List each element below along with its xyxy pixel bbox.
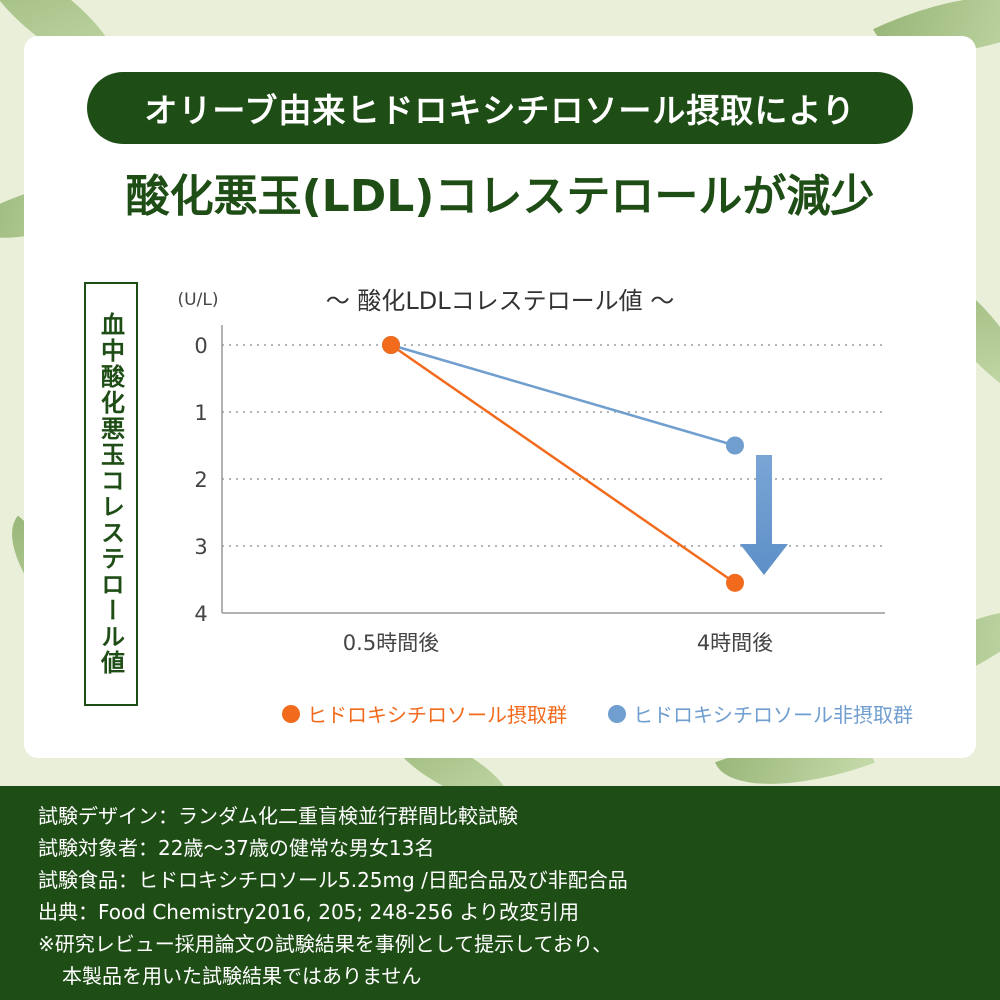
- banner: オリーブ由来ヒドロキシチロソール摂取により: [87, 72, 913, 144]
- footer-note-continued: 本製品を用いた試験結果ではありません: [62, 964, 422, 988]
- content-card: [24, 36, 976, 758]
- y-axis-label-box: 血中酸化悪玉コレステロール値: [84, 282, 138, 706]
- x-tick-label: 0.5時間後: [343, 631, 439, 655]
- headline: 酸化悪玉(LDL)コレステロールが減少: [125, 171, 875, 222]
- footer-subjects: 試験対象者：22歳〜37歳の健常な男女13名: [38, 836, 435, 860]
- footer-design: 試験デザイン：ランダム化二重盲検並行群間比較試験: [38, 804, 518, 828]
- footer-test-food: 試験食品：ヒドロキシチロソール5.25mg /日配合品及び非配合品: [38, 868, 628, 892]
- legend-label: ヒドロキシチロソール摂取群: [307, 703, 567, 727]
- footer-source: 出典：Food Chemistry2016, 205; 248-256 より改変…: [38, 900, 580, 924]
- y-tick-label: 1: [194, 401, 207, 425]
- data-point: [726, 573, 744, 592]
- data-point: [726, 436, 744, 455]
- legend-marker: [282, 705, 300, 723]
- x-tick-label: 4時間後: [697, 631, 773, 655]
- chart-title: 〜 酸化LDLコレステロール値 〜: [325, 287, 675, 315]
- footer-note: ※研究レビュー採用論文の試験結果を事例として提示しており、: [38, 932, 613, 956]
- y-unit-label: (U/L): [178, 290, 219, 310]
- legend-label: ヒドロキシチロソール非摂取群: [633, 703, 913, 727]
- decrease-arrow-icon: [740, 455, 788, 575]
- study-details: 試験デザイン：ランダム化二重盲検並行群間比較試験 試験対象者：22歳〜37歳の健…: [0, 786, 1000, 1000]
- y-tick-label: 2: [194, 468, 207, 492]
- series-line: [390, 343, 736, 584]
- series-line: [390, 343, 736, 447]
- legend-marker: [608, 705, 626, 723]
- y-tick-label: 4: [194, 602, 207, 626]
- data-point: [382, 336, 400, 354]
- y-tick-label: 3: [194, 535, 207, 559]
- y-axis-label: 血中酸化悪玉コレステロール値: [96, 312, 125, 676]
- y-tick-label: 0: [194, 334, 207, 358]
